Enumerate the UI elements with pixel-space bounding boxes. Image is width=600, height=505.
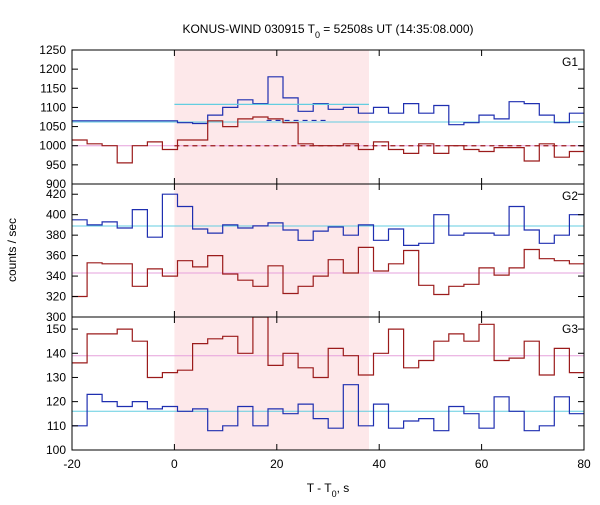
panel-plot-area-g2 <box>72 193 584 298</box>
y-tick-label: 1100 <box>40 100 66 114</box>
x-tick-label: 20 <box>270 457 284 471</box>
count-rate-histogram-red <box>72 246 584 298</box>
y-tick-label: 130 <box>46 370 66 384</box>
panel-plot-area-g3 <box>72 317 584 432</box>
y-tick-label: 360 <box>46 249 66 263</box>
y-tick-label: 420 <box>46 187 66 201</box>
y-tick-label: 400 <box>46 208 66 222</box>
shaded-interval <box>174 50 369 450</box>
x-tick-label: -20 <box>63 457 81 471</box>
y-tick-label: 380 <box>46 228 66 242</box>
y-tick-label: 100 <box>46 443 66 457</box>
count-rate-histogram-red <box>72 317 584 379</box>
y-tick-label: 1250 <box>39 43 66 57</box>
panel-g1: 900 950 1000 1050 1100 1150 1200 1250 G1 <box>39 43 585 191</box>
panel-label: G2 <box>562 189 578 203</box>
panel-plot-area-g1 <box>72 76 584 164</box>
y-tick-label: 1200 <box>39 62 66 76</box>
count-rate-histogram-blue <box>72 193 584 246</box>
count-rate-histogram-blue <box>72 384 584 432</box>
y-tick-label: 900 <box>46 177 66 191</box>
y-tick-label: 1000 <box>39 139 66 153</box>
panel-g2: 300 320 340 360 380 400 420 G2 <box>46 183 585 324</box>
y-tick-label: 110 <box>47 419 66 433</box>
y-tick-label: 320 <box>46 290 66 304</box>
chart-title: KONUS-WIND 030915 T0 = 52508s UT (14:35:… <box>182 22 473 40</box>
x-tick-label: 40 <box>373 457 387 471</box>
x-tick-label: 0 <box>171 457 178 471</box>
count-rate-histogram-blue <box>72 76 584 126</box>
x-axis-label: T - T0, s <box>307 481 350 499</box>
count-rate-histogram-red <box>72 116 584 164</box>
panel-label: G3 <box>562 322 578 336</box>
y-tick-label: 140 <box>46 346 66 360</box>
y-tick-label: 1150 <box>40 81 66 95</box>
y-tick-label: 120 <box>46 395 66 409</box>
y-tick-label: 340 <box>46 269 66 283</box>
y-axis-label: counts / sec <box>5 218 19 282</box>
x-tick-label: 60 <box>475 457 489 471</box>
y-tick-label: 300 <box>46 310 66 324</box>
y-tick-label: 150 <box>46 322 66 336</box>
panel-frame <box>71 316 585 451</box>
x-tick-label: 80 <box>577 457 591 471</box>
y-tick-label: 1050 <box>39 120 66 134</box>
panel-g3: 100 110 120 130 140 150 G3 <box>46 316 585 457</box>
y-tick-label: 950 <box>46 158 66 172</box>
panel-label: G1 <box>562 55 578 69</box>
